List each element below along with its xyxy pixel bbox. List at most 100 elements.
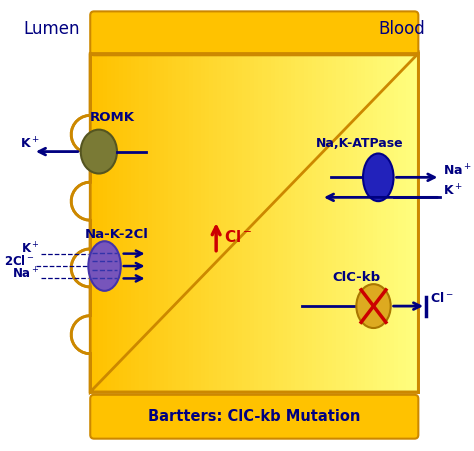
Bar [201,53,206,392]
Bar [414,53,419,392]
Bar [172,53,177,392]
Bar [308,53,313,392]
Text: Bartters: ClC-kb Mutation: Bartters: ClC-kb Mutation [148,409,361,424]
Bar [303,53,309,392]
FancyBboxPatch shape [90,395,419,439]
Ellipse shape [81,129,117,174]
Text: Na$^+$: Na$^+$ [443,163,472,178]
Bar [197,53,202,392]
Bar [258,53,264,392]
Bar [148,53,153,392]
Bar [406,53,411,392]
Bar [144,53,149,392]
Bar [345,53,350,392]
Bar [337,53,341,392]
Bar [164,53,169,392]
Bar [271,53,276,392]
Text: Blood: Blood [378,20,425,38]
Bar [184,53,190,392]
Text: 2Cl$^-$: 2Cl$^-$ [4,254,35,268]
Bar [218,53,222,392]
Bar [230,53,235,392]
Text: K$^+$: K$^+$ [21,241,40,257]
Bar [332,53,337,392]
Bar [119,53,124,392]
Bar [238,53,243,392]
Bar [90,53,95,392]
Bar [316,53,321,392]
Bar [107,53,112,392]
Bar [111,53,116,392]
Bar [246,53,251,392]
Bar [250,53,255,392]
Bar [136,53,140,392]
Bar [181,53,185,392]
Bar [193,53,198,392]
Bar [369,53,374,392]
Ellipse shape [88,241,121,291]
Bar [385,53,391,392]
Bar [266,53,272,392]
Ellipse shape [356,284,391,328]
Bar [348,53,354,392]
Bar [382,53,386,392]
Bar [390,53,395,392]
Bar [283,53,288,392]
Bar [263,53,267,392]
Text: Lumen: Lumen [24,20,80,38]
Bar [279,53,284,392]
Bar [94,53,100,392]
Bar [291,53,296,392]
Bar [221,53,227,392]
Bar [365,53,370,392]
Text: Na-K-2Cl: Na-K-2Cl [84,228,148,241]
Bar [205,53,210,392]
Bar [320,53,325,392]
Bar [234,53,239,392]
Bar [226,53,231,392]
Text: ROMK: ROMK [90,111,135,124]
Bar [361,53,366,392]
Bar [328,53,333,392]
Bar [102,53,108,392]
Bar [189,53,194,392]
Bar [254,53,259,392]
Bar [213,53,219,392]
Bar [131,53,137,392]
Bar [115,53,120,392]
Text: Na,K-ATPase: Na,K-ATPase [316,138,404,151]
Bar [312,53,317,392]
Bar [139,53,145,392]
Bar [275,53,280,392]
Bar [402,53,407,392]
Bar [127,53,132,392]
Bar [394,53,399,392]
Bar [377,53,383,392]
Polygon shape [6,53,90,392]
Text: Cl$^-$: Cl$^-$ [430,291,454,305]
Bar [168,53,173,392]
Bar [242,53,247,392]
Bar [160,53,165,392]
Bar [287,53,292,392]
Ellipse shape [363,153,393,201]
Bar [152,53,157,392]
Bar [123,53,128,392]
Bar [156,53,161,392]
Bar [295,53,301,392]
Text: K$^+$: K$^+$ [443,183,463,198]
Text: K$^+$: K$^+$ [19,136,39,152]
Bar [357,53,362,392]
Text: Cl$^-$: Cl$^-$ [224,230,252,245]
Bar [99,53,103,392]
Bar [209,53,214,392]
Bar [398,53,403,392]
Bar [340,53,346,392]
Bar [324,53,329,392]
FancyBboxPatch shape [90,11,419,55]
Bar [410,53,415,392]
Bar [373,53,378,392]
Bar [353,53,358,392]
Bar [176,53,182,392]
Text: ClC-kb: ClC-kb [332,271,381,284]
